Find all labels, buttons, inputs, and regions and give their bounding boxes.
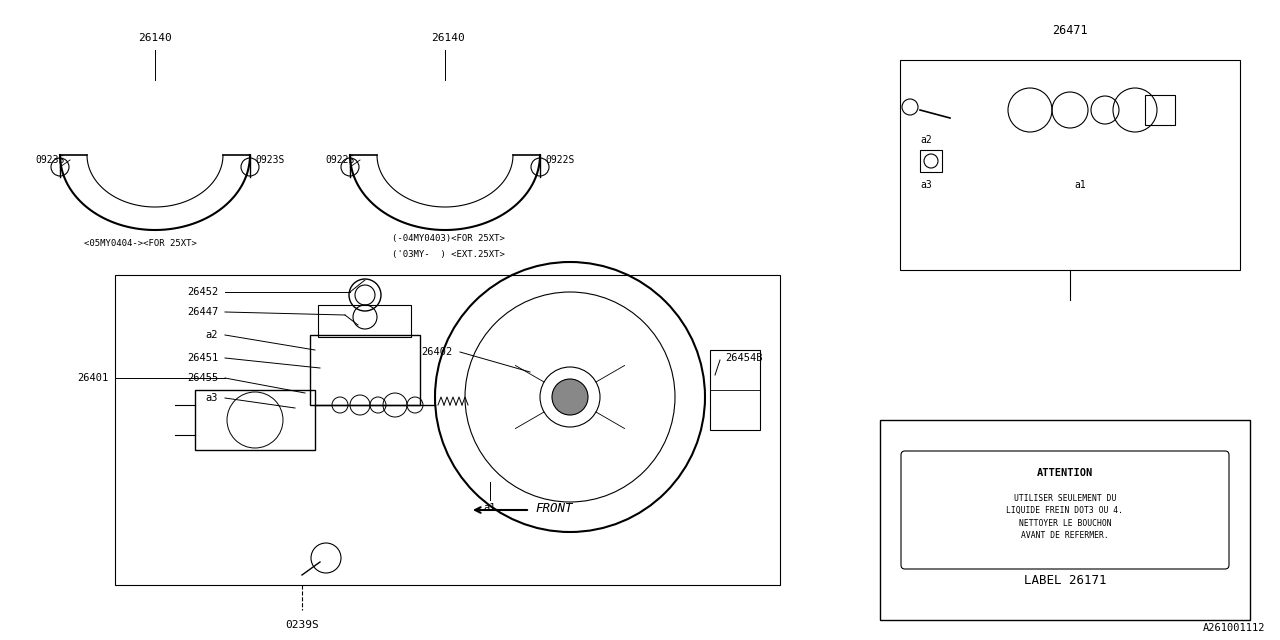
Text: UTILISER SEULEMENT DU
LIQUIDE FREIN DOT3 OU 4.
NETTOYER LE BOUCHON
AVANT DE REFE: UTILISER SEULEMENT DU LIQUIDE FREIN DOT3… bbox=[1006, 493, 1124, 540]
Bar bbox=[1146, 95, 1175, 125]
Text: 26471: 26471 bbox=[1052, 24, 1088, 36]
Bar bbox=[317, 305, 411, 337]
Text: 26140: 26140 bbox=[138, 33, 172, 43]
Bar bbox=[710, 350, 760, 430]
Text: 26447: 26447 bbox=[187, 307, 218, 317]
Text: 0922S: 0922S bbox=[325, 155, 355, 165]
Text: 26452: 26452 bbox=[187, 287, 218, 297]
Text: LABEL 26171: LABEL 26171 bbox=[1024, 573, 1106, 586]
Text: a3: a3 bbox=[920, 180, 932, 190]
Bar bbox=[195, 390, 315, 450]
Text: (-04MY0403)<FOR 25XT>: (-04MY0403)<FOR 25XT> bbox=[392, 234, 504, 243]
Text: 26402: 26402 bbox=[421, 347, 453, 357]
Bar bbox=[881, 420, 1251, 620]
Text: 0239S: 0239S bbox=[285, 620, 319, 630]
Text: a1: a1 bbox=[484, 503, 497, 513]
Text: 26455: 26455 bbox=[187, 373, 218, 383]
Text: 26401: 26401 bbox=[77, 373, 108, 383]
Text: 0923S: 0923S bbox=[255, 155, 284, 165]
Text: ATTENTION: ATTENTION bbox=[1037, 468, 1093, 478]
Text: <05MY0404-><FOR 25XT>: <05MY0404-><FOR 25XT> bbox=[83, 239, 196, 248]
Bar bbox=[115, 275, 780, 585]
Circle shape bbox=[552, 379, 588, 415]
Bar bbox=[920, 150, 942, 172]
Text: 0922S: 0922S bbox=[545, 155, 575, 165]
Text: FRONT: FRONT bbox=[535, 502, 572, 515]
Text: a3: a3 bbox=[206, 393, 218, 403]
Text: 26140: 26140 bbox=[431, 33, 465, 43]
Text: a2: a2 bbox=[206, 330, 218, 340]
Text: a1: a1 bbox=[1074, 180, 1085, 190]
Text: 26451: 26451 bbox=[187, 353, 218, 363]
Text: 0923S: 0923S bbox=[35, 155, 64, 165]
Text: A261001112: A261001112 bbox=[1202, 623, 1265, 633]
Text: 26454B: 26454B bbox=[724, 353, 763, 363]
Bar bbox=[310, 335, 420, 405]
Text: a2: a2 bbox=[920, 135, 932, 145]
Text: ('03MY-  ) <EXT.25XT>: ('03MY- ) <EXT.25XT> bbox=[392, 250, 504, 259]
Bar bbox=[900, 60, 1240, 270]
